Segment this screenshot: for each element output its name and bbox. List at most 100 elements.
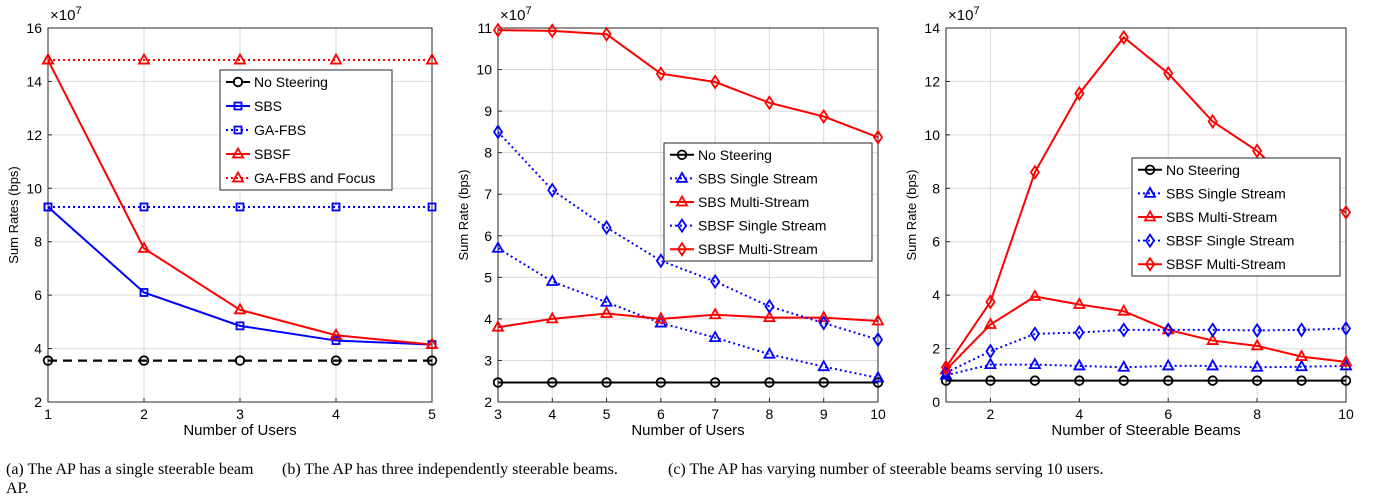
data-point bbox=[492, 22, 504, 38]
y-tick-label: 16 bbox=[26, 20, 42, 36]
exponent-label: ×107 bbox=[50, 5, 82, 24]
x-tick-label: 4 bbox=[332, 406, 340, 422]
legend-entry: SBS Multi-Stream bbox=[698, 194, 809, 210]
y-tick-label: 4 bbox=[34, 341, 42, 357]
y-tick-label: 4 bbox=[484, 311, 492, 327]
legend-box bbox=[219, 69, 393, 191]
legend-marker bbox=[1144, 164, 1156, 176]
data-point bbox=[601, 219, 612, 236]
exponent-label: ×107 bbox=[948, 5, 980, 24]
data-point bbox=[1207, 375, 1218, 386]
series-ga-fbs bbox=[43, 202, 437, 212]
data-point bbox=[655, 66, 666, 82]
data-point bbox=[983, 357, 997, 370]
legend-marker bbox=[675, 194, 689, 207]
data-point bbox=[818, 108, 829, 125]
data-point bbox=[137, 52, 151, 65]
y-tick-label: 11 bbox=[477, 20, 492, 36]
legend-marker bbox=[231, 170, 245, 183]
data-point bbox=[1072, 297, 1086, 309]
y-tick-label: 8 bbox=[34, 234, 42, 250]
legend-marker bbox=[675, 171, 689, 183]
data-point bbox=[710, 273, 721, 290]
data-point bbox=[1028, 357, 1042, 370]
y-tick-label: 0 bbox=[932, 394, 940, 410]
legend-box bbox=[1131, 157, 1341, 277]
data-point bbox=[492, 124, 504, 140]
legend-entry: SBSF Single Stream bbox=[698, 218, 826, 234]
legend-entry: No Steering bbox=[698, 147, 772, 163]
data-point bbox=[331, 202, 341, 212]
x-tick-label: 6 bbox=[1164, 406, 1172, 422]
y-axis-label: Sum Rate (bps) bbox=[456, 169, 471, 260]
legend-box bbox=[663, 142, 873, 262]
x-tick-label: 10 bbox=[1338, 406, 1354, 422]
legend-marker bbox=[1144, 232, 1156, 249]
y-tick-label: 8 bbox=[932, 180, 940, 196]
series-line bbox=[945, 327, 1347, 374]
data-point bbox=[139, 288, 149, 297]
data-point bbox=[600, 294, 614, 307]
series-sbs-single-stream bbox=[939, 357, 1353, 380]
data-point bbox=[234, 355, 246, 366]
caption-a: (a) The AP has a single steerable beam A… bbox=[6, 461, 254, 497]
series-sbs-multi-stream bbox=[939, 289, 1353, 375]
data-point bbox=[233, 52, 247, 65]
x-tick-label: 4 bbox=[548, 406, 556, 422]
legend-entry: SBSF Multi-Stream bbox=[1166, 256, 1286, 272]
data-point bbox=[1117, 303, 1131, 316]
data-point bbox=[233, 302, 247, 315]
data-point bbox=[491, 240, 505, 253]
exponent-power: 7 bbox=[973, 5, 979, 17]
data-point bbox=[427, 202, 437, 212]
series-sbs-multi-stream bbox=[491, 306, 885, 332]
series-line bbox=[497, 29, 879, 139]
legend-marker bbox=[1143, 186, 1157, 198]
series-no-steering bbox=[42, 355, 438, 366]
data-point bbox=[329, 52, 343, 65]
data-point bbox=[1074, 324, 1085, 341]
y-tick-label: 14 bbox=[924, 20, 940, 36]
y-tick-label: 6 bbox=[484, 228, 492, 244]
legend-entry: SBS bbox=[254, 98, 282, 114]
series-line bbox=[497, 247, 879, 379]
series-sbsf-single-stream bbox=[492, 124, 884, 348]
data-point bbox=[43, 202, 53, 212]
data-point bbox=[235, 202, 245, 212]
y-tick-label: 8 bbox=[484, 145, 492, 161]
data-point bbox=[872, 332, 884, 348]
data-point bbox=[764, 298, 775, 315]
data-point bbox=[940, 359, 952, 375]
legend-marker bbox=[233, 125, 243, 135]
data-point bbox=[1117, 359, 1131, 372]
legend-entry: SBSF Single Stream bbox=[1166, 233, 1294, 249]
data-point bbox=[1295, 349, 1309, 361]
y-tick-label: 5 bbox=[484, 269, 492, 285]
data-point bbox=[985, 294, 996, 310]
data-point bbox=[708, 307, 722, 320]
series-no-steering bbox=[940, 375, 1352, 386]
data-point bbox=[1206, 333, 1220, 345]
data-point bbox=[329, 327, 343, 340]
data-point bbox=[762, 346, 776, 359]
data-point bbox=[138, 355, 150, 366]
legend: No Steering SBS Single Stream SBS Multi-St… bbox=[1131, 157, 1341, 277]
data-point bbox=[709, 377, 721, 388]
legend-entry: SBSF bbox=[254, 146, 291, 162]
y-tick-label: 7 bbox=[484, 186, 492, 202]
x-axis-label: Number of Users bbox=[183, 422, 296, 439]
y-tick-label: 12 bbox=[26, 127, 42, 143]
x-tick-label: 7 bbox=[711, 406, 719, 422]
exponent-label: ×107 bbox=[500, 5, 532, 24]
data-point bbox=[1340, 375, 1352, 386]
data-point bbox=[764, 377, 775, 388]
data-point bbox=[545, 311, 559, 324]
data-point bbox=[547, 182, 558, 198]
series-line bbox=[945, 363, 1347, 377]
data-point bbox=[491, 319, 505, 332]
y-tick-label: 6 bbox=[34, 287, 42, 303]
data-point bbox=[985, 343, 996, 359]
series-ga-fbs-and-focus bbox=[41, 52, 439, 65]
data-point bbox=[1163, 65, 1174, 82]
